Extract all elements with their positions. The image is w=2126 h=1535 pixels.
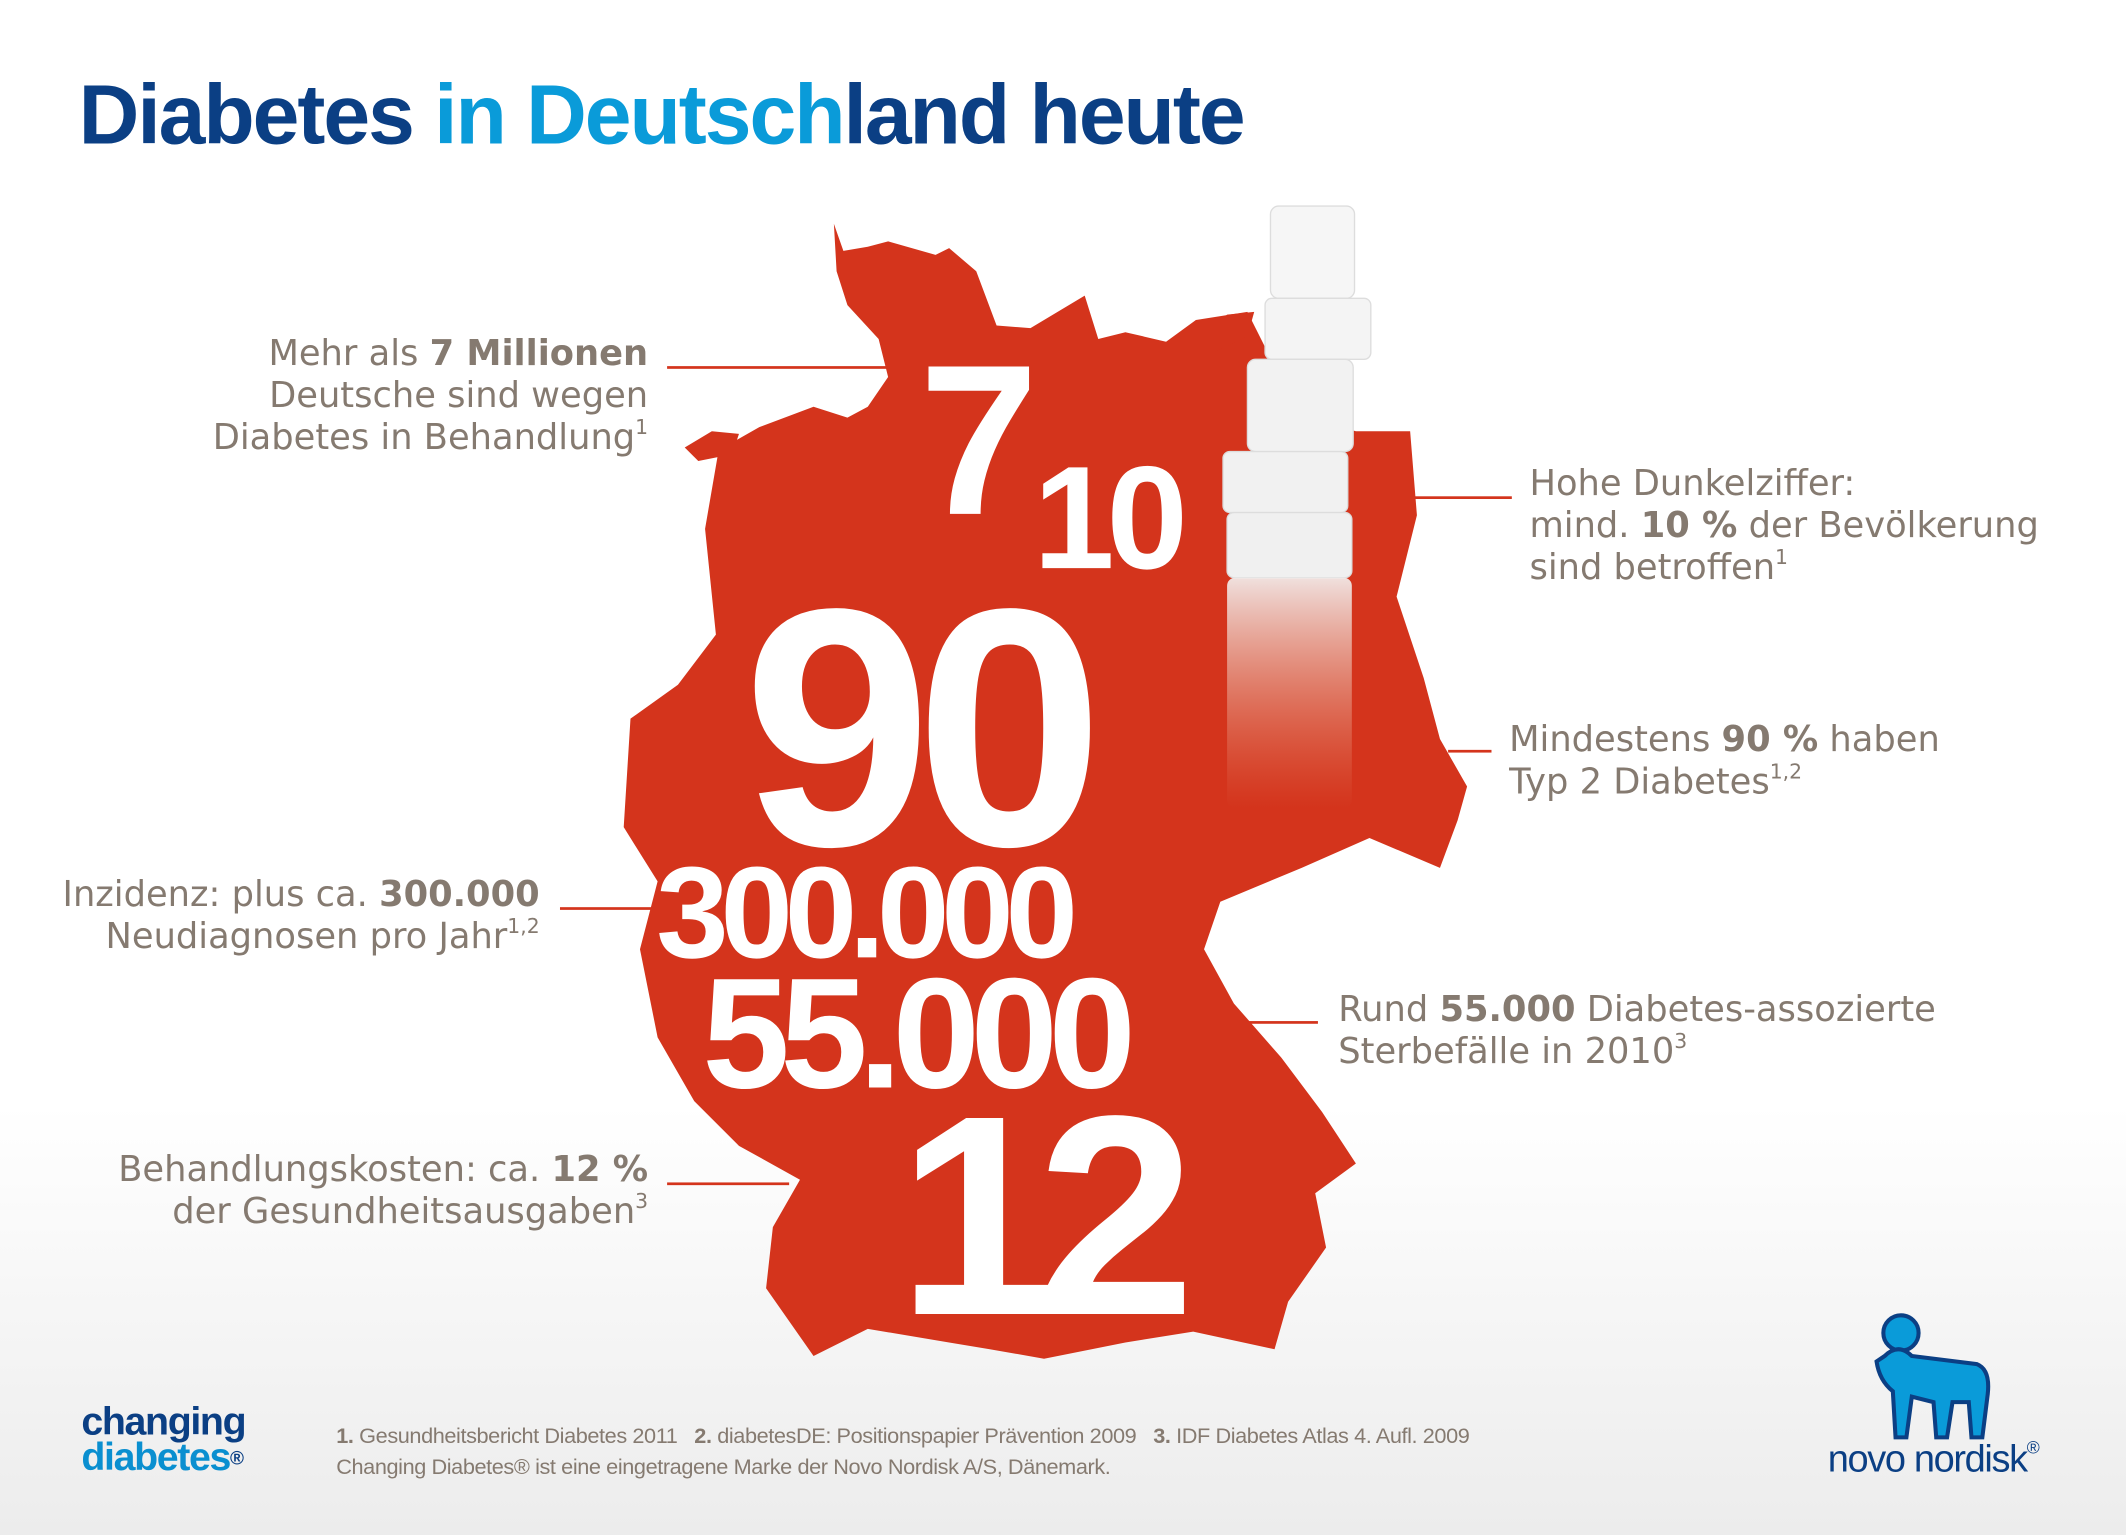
label-bold: 12 % bbox=[551, 1149, 649, 1191]
label-text: Inzidenz: plus ca. bbox=[62, 874, 380, 916]
ref-num: 2. bbox=[694, 1425, 712, 1449]
connector-line bbox=[559, 907, 655, 910]
label-text: Mehr als bbox=[268, 333, 430, 375]
connector-line bbox=[1448, 749, 1492, 753]
sugar-cube-fading bbox=[1227, 577, 1352, 809]
label-type2: Mindestens 90 % haben Typ 2 Diabetes1,2 bbox=[1509, 720, 1940, 804]
page-title: Diabetes in Deutschland heute bbox=[78, 68, 1246, 164]
label-incidence: Inzidenz: plus ca. 300.000 Neudiagnosen … bbox=[63, 875, 540, 959]
footnote-ref: 1 bbox=[635, 414, 649, 440]
footnote-ref: 3 bbox=[1674, 1029, 1688, 1054]
label-text: haben bbox=[1818, 720, 1940, 761]
label-text: Diabetes-assozierte bbox=[1575, 989, 1936, 1031]
footnote-ref: 1,2 bbox=[1769, 759, 1803, 784]
label-bold: 90 % bbox=[1721, 720, 1819, 761]
number-10: 10 bbox=[1033, 435, 1188, 600]
number-12: 12 bbox=[897, 1056, 1196, 1375]
number-300000: 300.000 bbox=[656, 840, 1078, 986]
logo-reg: ® bbox=[2026, 1437, 2040, 1458]
footnote-ref: 3 bbox=[635, 1189, 649, 1214]
logo-reg: ® bbox=[230, 1446, 244, 1469]
label-text: Typ 2 Diabetes bbox=[1509, 762, 1770, 803]
connector-line bbox=[667, 1182, 790, 1186]
footnotes: 1. Gesundheitsbericht Diabetes 2011 2. d… bbox=[336, 1421, 1470, 1483]
sugar-cube bbox=[1222, 450, 1349, 514]
label-bold: 300.000 bbox=[379, 874, 540, 916]
trademark-text: Changing Diabetes® ist eine eingetragene… bbox=[336, 1456, 1111, 1480]
novo-nordisk-logo: novo nordisk® bbox=[1827, 1437, 2040, 1480]
sugar-cube bbox=[1269, 205, 1356, 299]
label-bold: 10 % bbox=[1640, 505, 1738, 547]
label-millions: Mehr als 7 Millionen Deutsche sind wegen… bbox=[213, 334, 648, 460]
number-90: 90 bbox=[743, 538, 1104, 917]
label-text: Rund bbox=[1338, 989, 1440, 1031]
sugar-cube bbox=[1264, 297, 1372, 361]
ref-text: diabetesDE: Positionspapier Prävention 2… bbox=[717, 1425, 1137, 1449]
sugar-cube-stack bbox=[1222, 205, 1372, 809]
label-text: Sterbefälle in 2010 bbox=[1338, 1031, 1675, 1073]
footnote-ref: 1,2 bbox=[507, 913, 540, 939]
label-text: Deutsche sind wegen bbox=[269, 375, 649, 417]
number-7: 7 bbox=[919, 321, 1038, 561]
label-text: der Bevölkerung bbox=[1737, 505, 2039, 547]
title-part: Diabetes bbox=[78, 69, 435, 163]
label-text: sind betroffen bbox=[1529, 547, 1776, 589]
ref-text: Gesundheitsbericht Diabetes 2011 bbox=[359, 1425, 678, 1449]
label-text: Hohe Dunkelziffer: bbox=[1529, 463, 1856, 505]
label-text: Diabetes in Behandlung bbox=[212, 417, 636, 459]
label-text: Behandlungskosten: ca. bbox=[118, 1149, 552, 1191]
logo-text: novo nordisk bbox=[1827, 1437, 2028, 1480]
connector-line bbox=[1233, 1021, 1318, 1024]
number-55000: 55.000 bbox=[702, 945, 1136, 1122]
label-bold: 7 Millionen bbox=[429, 333, 649, 375]
ref-text: IDF Diabetes Atlas 4. Aufl. 2009 bbox=[1176, 1425, 1470, 1449]
apis-bull-icon bbox=[1874, 1313, 1991, 1440]
changing-diabetes-logo: changing diabetes® bbox=[81, 1400, 246, 1480]
sugar-cube bbox=[1226, 511, 1353, 579]
sugar-cube bbox=[1246, 358, 1354, 453]
ref-num: 1. bbox=[336, 1425, 354, 1449]
label-text: mind. bbox=[1529, 505, 1641, 547]
label-deaths: Rund 55.000 Diabetes-assozierte Sterbefä… bbox=[1338, 990, 1936, 1074]
label-text: Neudiagnosen pro Jahr bbox=[105, 916, 508, 958]
footnote-ref: 1 bbox=[1775, 545, 1788, 570]
label-text: Mindestens bbox=[1509, 720, 1722, 761]
label-costs: Behandlungskosten: ca. 12 % der Gesundhe… bbox=[118, 1150, 648, 1234]
label-bold: 55.000 bbox=[1439, 989, 1576, 1031]
label-dark-figure: Hohe Dunkelziffer: mind. 10 % der Bevölk… bbox=[1529, 464, 2038, 590]
logo-text: changing bbox=[81, 1400, 246, 1445]
label-text: der Gesundheitsausgaben bbox=[172, 1191, 636, 1233]
island bbox=[684, 431, 739, 462]
island bbox=[1199, 311, 1255, 353]
connector-line bbox=[1410, 496, 1512, 500]
title-part: in Deutsch bbox=[434, 69, 845, 163]
ref-num: 3. bbox=[1153, 1425, 1171, 1449]
logo-text: diabetes bbox=[81, 1436, 231, 1480]
connector-line bbox=[667, 366, 905, 369]
title-part: land heute bbox=[843, 69, 1246, 163]
